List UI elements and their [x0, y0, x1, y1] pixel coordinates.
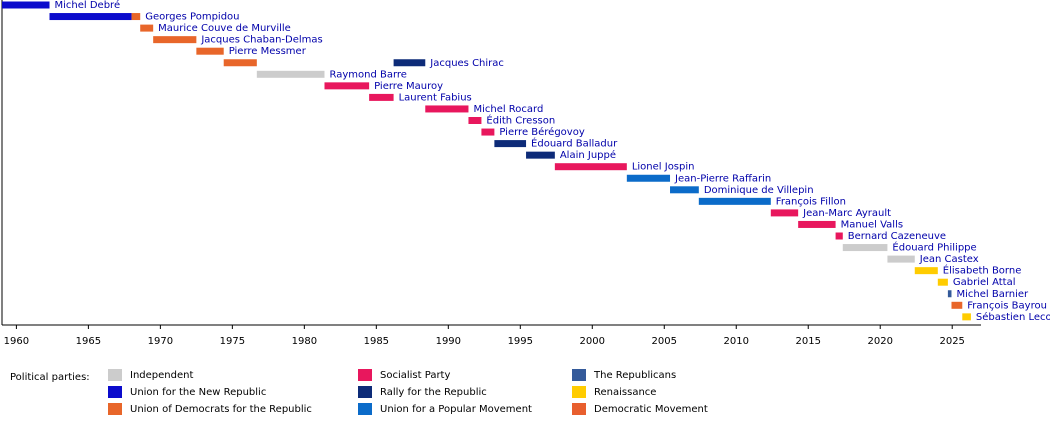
x-tick-label: 1965: [76, 336, 101, 347]
pm-label: François Bayrou: [967, 300, 1047, 311]
pm-label: Lionel Jospin: [632, 162, 695, 173]
x-tick-label: 2025: [939, 336, 964, 347]
term-bar: [324, 82, 370, 90]
x-tick-label: 1980: [292, 336, 317, 347]
legend-label: Democratic Movement: [594, 404, 708, 415]
pm-label: Jean-Marc Ayrault: [802, 208, 891, 219]
term-bar: [140, 24, 154, 32]
pm-label: Sébastien Lecornu: [976, 311, 1050, 323]
legend-swatch: [572, 369, 586, 381]
pm-label: Alain Juppé: [560, 149, 616, 161]
term-bar: [196, 47, 224, 55]
legend-label: Rally for the Republic: [380, 387, 487, 398]
pm-label: Laurent Fabius: [399, 92, 472, 103]
term-bar: [887, 255, 915, 263]
pm-label: Édouard Philippe: [892, 241, 976, 254]
term-bar: [425, 105, 469, 113]
term-bar: [835, 232, 843, 240]
pm-label: Pierre Bérégovoy: [499, 126, 584, 138]
x-tick-label: 1985: [364, 336, 389, 347]
x-tick-label: 1960: [4, 336, 29, 347]
pm-label: Pierre Messmer: [229, 46, 307, 57]
x-tick-label: 2005: [652, 336, 677, 347]
pm-label: Dominique de Villepin: [704, 185, 814, 196]
x-tick-label: 1995: [508, 336, 533, 347]
term-bar: [49, 13, 132, 21]
term-bar: [393, 59, 426, 67]
legend-swatch: [108, 386, 122, 398]
pm-label: Pierre Mauroy: [374, 81, 443, 92]
term-bar: [698, 197, 771, 205]
term-bar: [914, 267, 938, 275]
legend-swatch: [108, 369, 122, 381]
legend-swatch: [358, 386, 372, 398]
legend-label: Socialist Party: [380, 370, 450, 381]
pm-label: Maurice Couve de Murville: [158, 23, 291, 34]
pm-label: Jean-Pierre Raffarin: [674, 173, 771, 184]
legend-label: Independent: [130, 370, 193, 381]
pm-label: Édith Cresson: [486, 114, 555, 127]
pm-label: Édouard Balladur: [531, 137, 618, 150]
legend-swatch: [572, 403, 586, 415]
legend-swatch: [358, 403, 372, 415]
legend-swatch: [572, 386, 586, 398]
x-tick-label: 2020: [867, 336, 892, 347]
x-tick-label: 1970: [148, 336, 173, 347]
x-tick-label: 1990: [436, 336, 461, 347]
term-bar: [526, 151, 555, 159]
pm-label: Raymond Barre: [329, 69, 406, 80]
legend-label: The Republicans: [593, 370, 676, 381]
term-bar: [494, 140, 527, 148]
pm-label: Bernard Cazeneuve: [848, 231, 946, 242]
term-bar: [256, 70, 325, 78]
x-tick-label: 2015: [796, 336, 821, 347]
legend-label: Union of Democrats for the Republic: [130, 404, 312, 415]
term-bar: [937, 278, 948, 286]
x-tick-label: 1975: [220, 336, 245, 347]
pm-label: Georges Pompidou: [145, 12, 239, 23]
legend-label: Union for the New Republic: [130, 387, 266, 398]
term-bar: [468, 117, 482, 124]
pm-label: Jacques Chirac: [429, 58, 504, 69]
pm-label: Élisabeth Borne: [943, 264, 1022, 277]
x-tick-label: 2000: [580, 336, 605, 347]
term-bar: [951, 301, 963, 309]
legend-title: Political parties:: [10, 372, 90, 383]
term-bar: [2, 1, 50, 9]
term-bar: [770, 209, 799, 217]
term-bar: [481, 128, 495, 136]
term-bar: [626, 174, 671, 182]
term-bar: [670, 186, 699, 194]
legend-label: Union for a Popular Movement: [380, 404, 532, 415]
pm-label: Michel Barnier: [956, 289, 1029, 300]
term-bar: [223, 59, 257, 67]
pm-label: Michel Rocard: [473, 104, 543, 115]
term-bar: [554, 163, 627, 171]
term-bar: [798, 220, 836, 228]
legend-label: Renaissance: [594, 387, 656, 398]
legend-swatch: [108, 403, 122, 415]
pm-label: Jacques Chaban-Delmas: [200, 35, 322, 46]
legend-swatch: [358, 369, 372, 381]
term-bar: [369, 93, 394, 101]
term-bar: [962, 313, 971, 321]
pm-label: Manuel Valls: [841, 219, 904, 230]
x-tick-label: 2010: [724, 336, 749, 347]
pm-label: Michel Debré: [55, 0, 121, 11]
pm-label: François Fillon: [776, 196, 846, 207]
term-bar: [947, 290, 952, 298]
term-bar: [131, 13, 141, 21]
term-bar: [842, 244, 888, 252]
pm-label: Jean Castex: [919, 254, 979, 265]
pm-label: Gabriel Attal: [953, 277, 1016, 288]
term-bar: [153, 36, 197, 44]
